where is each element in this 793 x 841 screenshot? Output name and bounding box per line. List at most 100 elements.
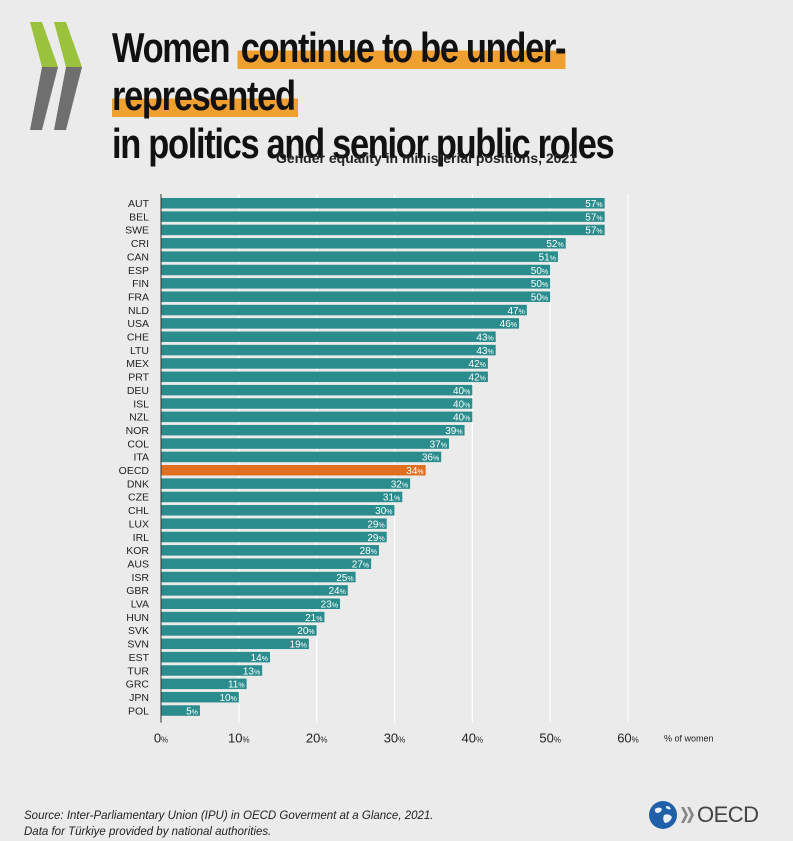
x-axis-label: % of women — [664, 734, 714, 744]
bar — [161, 291, 551, 302]
data-label: 27% — [352, 559, 369, 570]
oecd-chevrons-icon — [30, 22, 82, 130]
data-label: 50% — [531, 292, 548, 303]
bar — [161, 465, 426, 476]
category-label: NOR — [126, 425, 150, 437]
data-label: 46% — [500, 319, 517, 330]
category-label: SWE — [125, 225, 149, 237]
x-tick-label: 20% — [306, 731, 328, 746]
chart-subtitle: Gender equality in ministerial positions… — [275, 150, 578, 166]
x-tick-label: 30% — [384, 731, 406, 746]
x-tick-label: 10% — [228, 731, 250, 746]
category-label: PRT — [128, 372, 149, 384]
bar — [161, 224, 605, 236]
category-label: KOR — [126, 545, 149, 557]
data-label: 57% — [585, 212, 602, 223]
data-label: 36% — [422, 453, 439, 464]
title-part1: Women — [112, 24, 238, 71]
category-label: ISL — [133, 398, 149, 410]
bar — [161, 398, 473, 409]
category-label: SVK — [128, 625, 149, 637]
category-label: TUR — [127, 665, 149, 677]
bar — [161, 238, 566, 249]
x-tick-label: 40% — [462, 731, 484, 746]
category-label: ISR — [131, 572, 149, 584]
bar — [161, 478, 411, 489]
bar — [161, 638, 309, 650]
category-label: DEU — [127, 385, 149, 397]
data-label: 40% — [453, 413, 470, 424]
source-note: Source: Inter-Parliamentary Union (IPU) … — [24, 808, 434, 840]
data-label: 11% — [228, 680, 245, 691]
bar — [161, 358, 488, 369]
data-label: 21% — [305, 613, 322, 624]
data-label: 5% — [186, 706, 198, 717]
category-label: SVN — [127, 639, 149, 651]
category-label: USA — [127, 318, 149, 330]
bar — [161, 665, 263, 676]
category-label: NZL — [129, 412, 149, 424]
bar — [161, 598, 341, 609]
category-label: IRL — [133, 532, 150, 544]
bar — [161, 251, 558, 262]
category-label: GRC — [126, 679, 150, 691]
bar — [161, 585, 348, 596]
source-line-2: Data for Türkiye provided by national au… — [24, 826, 272, 838]
data-label: 51% — [539, 252, 556, 263]
data-label: 28% — [360, 546, 377, 557]
bar — [161, 558, 372, 569]
category-label: CHE — [127, 332, 149, 344]
page-title: Women continue to be under-represented i… — [112, 24, 653, 168]
category-label: LUX — [129, 518, 149, 530]
data-label: 29% — [367, 533, 384, 544]
category-label: POL — [128, 705, 149, 717]
bar — [161, 678, 247, 690]
data-label: 52% — [546, 239, 563, 250]
bar — [161, 331, 496, 342]
category-label: DNK — [127, 478, 149, 490]
data-label: 47% — [507, 306, 524, 317]
bar-chart: AUT 57% BEL 57% SWE 57% CRI 52% CAN 51% ESP 50% FIN 5… — [119, 194, 714, 746]
x-tick-label: 0% — [154, 731, 168, 746]
category-label: MEX — [126, 358, 149, 370]
title-line2: in politics and senior public roles — [112, 120, 615, 167]
data-label: 50% — [531, 279, 548, 290]
bar — [161, 344, 496, 356]
data-label: 39% — [445, 426, 462, 437]
data-label: 30% — [375, 506, 392, 517]
x-tick-label: 60% — [617, 731, 639, 746]
category-label: EST — [129, 652, 150, 664]
bar — [161, 318, 520, 329]
data-label: 32% — [391, 479, 408, 490]
bar — [161, 278, 551, 289]
bar — [161, 198, 605, 209]
data-label: 10% — [219, 693, 236, 704]
globe-icon — [649, 801, 677, 829]
data-label: 24% — [328, 586, 345, 597]
data-label: 19% — [290, 640, 307, 651]
oecd-logo-text: OECD — [697, 802, 759, 827]
x-tick-label: 50% — [539, 731, 561, 746]
category-label: HUN — [126, 612, 149, 624]
oecd-small-chevrons-icon — [681, 807, 694, 823]
data-label: 43% — [476, 333, 493, 344]
category-label: GBR — [126, 585, 149, 597]
bar — [161, 438, 449, 449]
category-label: LVA — [131, 599, 149, 611]
bar — [161, 505, 395, 516]
category-label: CRI — [131, 238, 149, 250]
category-label: CZE — [128, 492, 149, 504]
bar — [161, 625, 317, 636]
source-line-1: Source: Inter-Parliamentary Union (IPU) … — [24, 810, 434, 822]
bar — [161, 264, 551, 276]
category-label: AUT — [128, 198, 150, 210]
category-label: ITA — [133, 452, 149, 464]
category-label: JPN — [129, 692, 149, 704]
data-label: 50% — [531, 266, 548, 277]
bar — [161, 651, 270, 663]
data-label: 40% — [453, 399, 470, 410]
data-label: 23% — [321, 600, 338, 611]
bar — [161, 611, 325, 623]
data-label: 25% — [336, 573, 353, 584]
data-label: 20% — [297, 626, 314, 637]
